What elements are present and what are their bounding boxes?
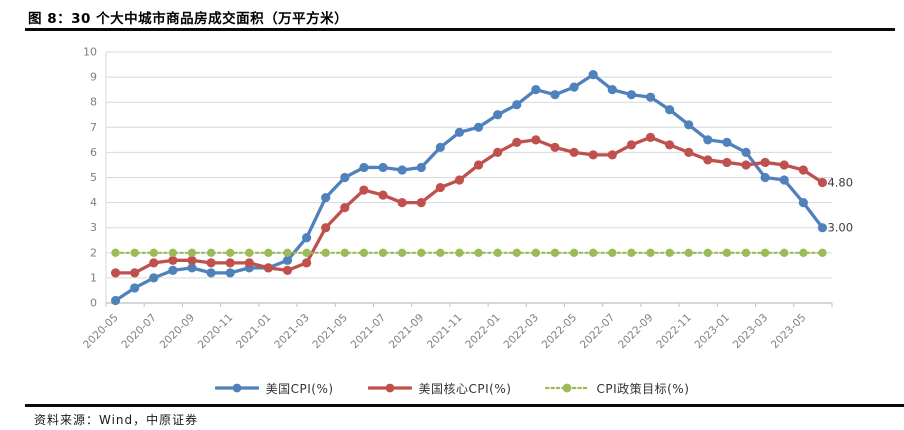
svg-text:5: 5 [90, 171, 97, 184]
svg-text:2022-11: 2022-11 [654, 312, 694, 352]
series-us-cpi [110, 69, 828, 306]
series-cpi-target [111, 248, 827, 257]
svg-text:2020-11: 2020-11 [196, 312, 236, 352]
y-axis-labels: 0 1 2 3 4 5 6 7 8 9 10 [83, 46, 97, 310]
svg-text:2021-07: 2021-07 [349, 312, 389, 352]
svg-text:2023-01: 2023-01 [693, 312, 733, 352]
figure-title: 图 8：30 个大中城市商品房成交面积（万平方米） [28, 11, 349, 27]
end-labels: 3.00 4.80 [827, 176, 853, 235]
legend-label-cpi-target: CPI政策目标(%) [596, 381, 690, 396]
footer-divider [25, 404, 904, 407]
source-note: 资料来源：Wind，中原证券 [34, 413, 199, 427]
svg-text:9: 9 [90, 71, 97, 84]
svg-text:2022-07: 2022-07 [578, 312, 618, 352]
svg-text:2022-03: 2022-03 [501, 312, 541, 352]
svg-text:2023-03: 2023-03 [731, 312, 771, 352]
title-divider [25, 28, 895, 31]
legend-item-us-core-cpi: 美国核心CPI(%) [367, 380, 512, 397]
svg-text:2021-05: 2021-05 [310, 312, 350, 352]
legend-item-us-cpi: 美国CPI(%) [214, 380, 334, 397]
legend-label-us-cpi: 美国CPI(%) [265, 381, 334, 396]
svg-text:2021-03: 2021-03 [272, 312, 312, 352]
axes [105, 52, 833, 307]
svg-text:2021-11: 2021-11 [425, 312, 465, 352]
svg-text:2020-07: 2020-07 [119, 312, 159, 352]
svg-text:0: 0 [90, 297, 97, 310]
svg-text:2021-09: 2021-09 [387, 312, 427, 352]
x-axis-labels: 2020-052020-072020-092020-112021-012021-… [81, 312, 808, 352]
svg-text:2021-01: 2021-01 [234, 312, 274, 352]
series-us-core-cpi [110, 132, 828, 278]
cpi-line-chart: 0 1 2 3 4 5 6 7 8 9 10 2020-052020-072020-092020-11… [81, 46, 853, 352]
legend-item-cpi-target: CPI政策目标(%) [545, 380, 689, 397]
svg-text:2020-05: 2020-05 [81, 312, 121, 352]
legend-label-us-core-cpi: 美国核心CPI(%) [418, 381, 512, 396]
svg-text:7: 7 [90, 121, 97, 134]
svg-text:2022-05: 2022-05 [540, 312, 580, 352]
svg-text:2: 2 [90, 246, 97, 259]
svg-text:2020-09: 2020-09 [158, 312, 198, 352]
svg-text:1: 1 [90, 271, 97, 284]
cpi-target-line-swatch [545, 383, 590, 393]
svg-text:6: 6 [90, 146, 97, 159]
svg-text:10: 10 [83, 46, 97, 59]
us-cpi-line-swatch [214, 383, 259, 393]
svg-text:8: 8 [90, 96, 97, 109]
svg-text:3: 3 [90, 221, 97, 234]
y-gridlines [106, 51, 832, 279]
svg-text:2022-01: 2022-01 [463, 312, 503, 352]
end-label-us-cpi: 3.00 [827, 221, 853, 235]
us-core-cpi-line-swatch [367, 383, 412, 393]
chart-legend: 美国CPI(%) 美国核心CPI(%) CPI政策目标(%) [0, 377, 904, 399]
svg-text:2022-09: 2022-09 [616, 312, 656, 352]
end-label-us-core-cpi: 4.80 [827, 176, 853, 190]
svg-text:4: 4 [90, 196, 97, 209]
svg-text:2023-05: 2023-05 [769, 312, 809, 352]
